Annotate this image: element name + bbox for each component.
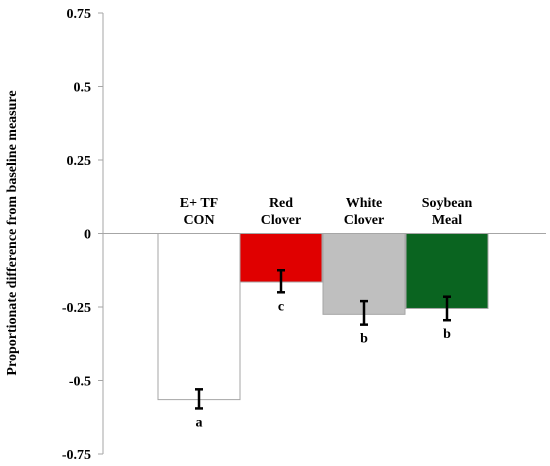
- y-tick-label: 0.5: [74, 81, 92, 96]
- y-tick-label: 0: [84, 228, 91, 243]
- category-label: Soybean Meal: [422, 196, 473, 228]
- bar: [157, 233, 241, 401]
- category-label: E+ TF CON: [180, 196, 218, 228]
- error-bar: [277, 269, 285, 294]
- error-bars: [195, 269, 451, 410]
- y-axis-label: Proportionate difference from baseline m…: [5, 90, 20, 375]
- bars: [157, 233, 489, 401]
- error-bar: [360, 299, 368, 326]
- y-ticks: 0.75 0.5 0.25 0 -0.25 -0.5 -0.75: [62, 7, 103, 463]
- y-tick-label: -0.25: [62, 301, 91, 316]
- category-labels: E+ TF CON Red Clover White Clover Soybean Meal: [180, 196, 473, 228]
- y-tick-label: -0.5: [69, 375, 91, 390]
- category-label: Red Clover: [261, 196, 301, 228]
- category-label: White Clover: [344, 196, 384, 228]
- significance-letter: a: [196, 415, 203, 430]
- axes: [102, 13, 546, 454]
- significance-letter: b: [360, 332, 368, 347]
- y-tick-label: 0.25: [67, 154, 92, 169]
- significance-letter: c: [278, 299, 284, 314]
- significance-letters: a c b b: [196, 299, 452, 430]
- error-bar: [443, 295, 451, 322]
- significance-letter: b: [443, 327, 451, 342]
- y-tick-label: -0.75: [62, 448, 91, 463]
- error-bar: [195, 388, 203, 410]
- y-tick-label: 0.75: [67, 7, 92, 22]
